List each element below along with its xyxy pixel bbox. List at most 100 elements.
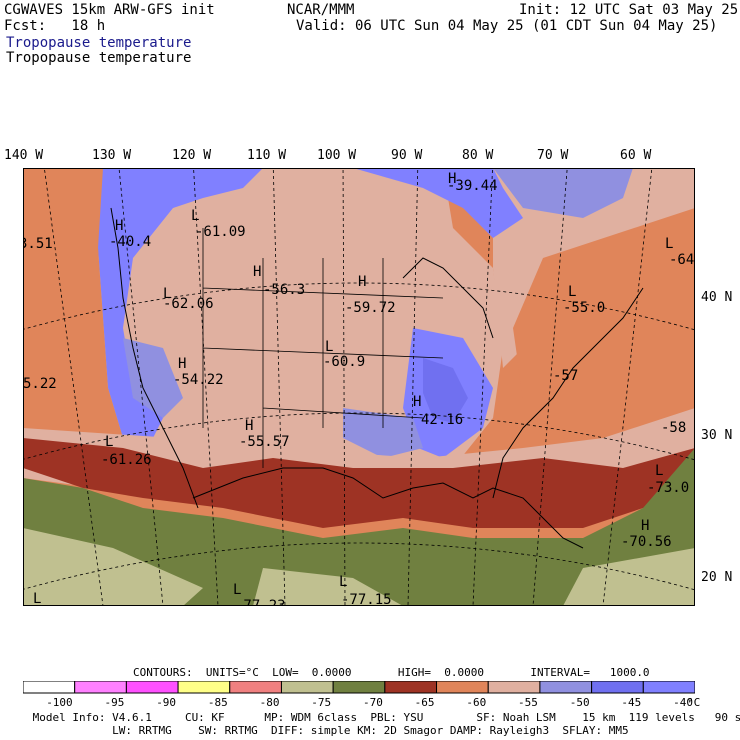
map-value-label: 3.51 [23,236,53,252]
lat-label: 30 N [701,428,733,443]
legend-swatch [642,681,695,694]
legend-swatch [591,681,644,694]
map-value-label: -77.15 [341,592,392,606]
legend-swatch [23,681,76,694]
map-value-label: 5.22 [23,376,57,392]
model-info-line1: Model Info: V4.6.1 CU: KF MP: WDM 6class… [26,711,740,724]
legend-swatch [539,681,593,694]
legend-tick-label: -90 [156,696,176,709]
map-hl-label: L [191,208,199,224]
legend-tick-label: -80 [260,696,280,709]
field-region-45 [353,168,523,238]
graticule [23,168,695,606]
legend-tick-label: -100 [46,696,73,709]
map-value-label: -64 [669,252,694,268]
legend-tick-label: -70 [363,696,383,709]
legend-tick-label: -45 [621,696,641,709]
color-scale-legend: -100 -95 -90 -85 -80 -75 -70 -65 -60 -55 -50 -45 -40 [23,681,695,709]
map-hl-label: L [163,286,171,302]
map-value-label: -60.9 [323,354,365,370]
legend-swatch [487,681,541,694]
lon-label: 120 W [172,148,212,163]
map-hl-label: H [253,264,261,280]
legend-tick-label: -40 [673,696,693,709]
legend-swatch [436,681,489,694]
map-hl-label: H [641,518,649,534]
legend-swatch [74,681,127,694]
legend-swatch [229,681,282,694]
map-value-label: -39.44 [447,178,498,194]
map-value-label: -77.23 [235,598,286,606]
map-value-label: -62.06 [163,296,214,312]
map-value-label: -57 [553,368,578,384]
valid-time: Valid: 06 UTC Sun 04 May 25 (01 CDT Sun … [296,18,718,34]
map-hl-label: H [413,394,421,410]
map-hl-label: H [245,418,253,434]
field-region-70 [23,448,695,606]
legend-tick-label: -95 [105,696,125,709]
lon-label: 80 W [462,148,494,163]
east-coastline [492,287,644,499]
map-hl-label: L [325,339,333,355]
map-hl-label: L [33,591,41,606]
field-title-secondary: Tropopause temperature [6,50,192,66]
legend-swatch [332,681,386,694]
init-time: Init: 12 UTC Sat 03 May 25 [519,2,739,18]
map-value-label: -55.57 [239,434,290,450]
west-coastline [110,207,199,509]
map-hl-label: H [178,356,186,372]
map-value-label: -55.0 [563,300,605,316]
legend-swatch [384,681,438,694]
field-region-45 [93,168,223,458]
legend-unit: °C [687,696,701,709]
gulf-coastline [192,467,584,549]
lon-label: 60 W [620,148,652,163]
lon-label: 130 W [92,148,132,163]
map-value-label: -61.26 [101,452,152,468]
field-region-60 [513,208,695,448]
map-hl-label: L [105,434,113,450]
legend-swatch [125,681,179,694]
legend-tick-label: -50 [570,696,590,709]
map-hl-label: H [115,218,123,234]
legend-swatch [177,681,231,694]
legend-tick-label: -85 [208,696,228,709]
map-hl-label: L [339,574,347,590]
lon-label: 90 W [391,148,423,163]
lat-label: 40 N [701,290,733,305]
map-value-label: -70.56 [621,534,672,550]
map-hl-label: L [655,463,663,479]
map-value-label: -73.0 [647,480,689,496]
legend-swatch [280,681,334,694]
field-title-primary: Tropopause temperature [6,35,192,51]
map-value-label: 42.16 [421,412,463,428]
map-value-label: -56.3 [263,282,305,298]
map-value-label: -40.4 [109,234,151,250]
lon-label: 110 W [247,148,287,163]
field-region-65 [23,438,695,528]
tropopause-temperature-map: H L H L H L H L L H H L H L L -39.44 -61… [23,168,695,606]
map-hl-label: L [233,582,241,598]
contours-info: CONTOURS: UNITS=°C LOW= 0.0000 HIGH= 0.0… [133,666,650,679]
legend-tick-label: -65 [415,696,435,709]
map-value-label: -59.72 [345,300,396,316]
legend-tick-label: -55 [518,696,538,709]
map-hl-label: H [448,171,456,187]
map-hl-label: L [568,284,576,300]
org-label: NCAR/MMM [287,2,355,18]
map-value-label: -54.22 [173,372,224,388]
map-value-label: -61.09 [195,224,246,240]
map-hl-label: H [358,274,366,290]
field-region-55 [93,168,503,498]
model-title: CGWAVES 15km ARW-GFS init [4,2,215,18]
lon-label: 70 W [537,148,569,163]
legend-tick-label: -60 [466,696,486,709]
model-info-line2: LW: RRTMG SW: RRTMG DIFF: simple KM: 2D … [26,724,629,737]
map-frame [23,168,695,606]
lat-label: 20 N [701,570,733,585]
lon-label: 140 W [4,148,44,163]
great-lakes-shore [402,257,494,339]
state-borders [202,228,444,468]
field-region-75 [23,528,203,606]
lon-label: 100 W [317,148,357,163]
